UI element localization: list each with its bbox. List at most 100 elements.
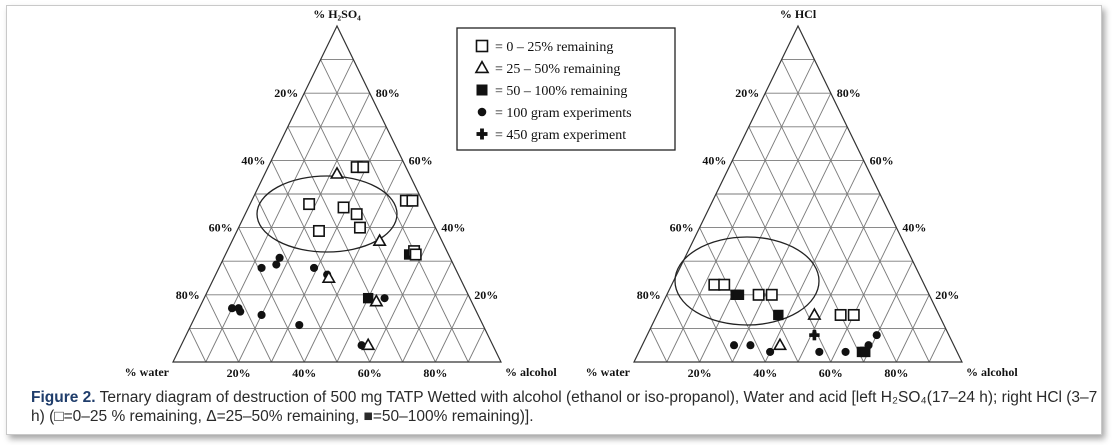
grid-line — [221, 261, 272, 363]
right-tick-label: 40% — [441, 221, 465, 235]
right-tick-label: 60% — [409, 153, 433, 167]
grid-line — [402, 261, 453, 363]
data-point-square-filled — [362, 292, 374, 304]
legend-label: = 50 – 100% remaining — [495, 84, 627, 99]
data-point-square-open — [834, 308, 847, 321]
grid-line — [188, 328, 207, 363]
grid-line — [666, 294, 701, 363]
left-tick-label: 20% — [735, 86, 759, 100]
data-point-square-open — [312, 224, 325, 237]
figure-frame: % H₂SO₄ % water % alcohol 20% 80% 20% 40% 60% 40… — [6, 5, 1102, 435]
bottom-tick-label: 20% — [227, 366, 251, 380]
grid-line — [748, 126, 865, 363]
data-point-x-bold — [309, 263, 319, 272]
grid-line — [205, 59, 354, 363]
grid-line — [781, 59, 930, 363]
grid-line — [320, 59, 469, 363]
data-point-x-bold — [766, 347, 775, 356]
bottom-tick-label: 60% — [819, 366, 843, 380]
grid-line — [434, 294, 469, 363]
data-point-triangle-open — [329, 166, 345, 179]
grid-line — [336, 193, 420, 363]
grid-line — [369, 227, 436, 363]
grid-line — [666, 59, 815, 363]
data-point-x-bold — [864, 341, 873, 350]
data-point-plus-bold — [809, 329, 820, 341]
data-point-square-open — [406, 194, 419, 207]
right-tick-label: 60% — [870, 153, 894, 167]
right-tick-label: 20% — [474, 288, 498, 302]
highlight-ellipse — [256, 175, 398, 253]
data-point-x-bold — [357, 341, 366, 350]
right-tick-label: 80% — [837, 86, 861, 100]
legend-symbol-triangle-open — [474, 60, 490, 74]
data-point-x-bold — [236, 307, 245, 316]
water-axis-label: % water — [586, 365, 631, 379]
legend-symbol-x-bold — [477, 107, 487, 117]
ternary-figure: % H₂SO₄ % water % alcohol 20% 80% 20% 40% 60% 40… — [125, 7, 1019, 380]
left-tick-label: 80% — [637, 288, 661, 302]
legend: = 0 – 25% remaining = 25 – 50% remaining =… — [456, 27, 676, 151]
left-tick-label: 60% — [209, 221, 233, 235]
data-point-triangle-open — [807, 307, 822, 320]
data-point-square-open — [708, 278, 721, 291]
left-tick-label: 80% — [176, 288, 200, 302]
caption-lead: Figure 2. — [31, 389, 96, 406]
legend-box — [456, 27, 676, 151]
bottom-tick-label: 20% — [688, 366, 712, 380]
data-point-square-open — [847, 308, 860, 321]
legend-label: = 25 – 50% remaining — [495, 62, 620, 77]
data-point-square-open — [350, 208, 363, 221]
grid-line — [649, 328, 668, 363]
left-tick-label: 60% — [670, 221, 694, 235]
data-point-triangle-open — [772, 337, 788, 351]
figure-caption: Figure 2. Ternary diagram of destruction… — [31, 388, 1101, 426]
data-point-x-bold — [275, 253, 284, 262]
data-point-x-bold — [746, 341, 755, 350]
data-point-square-open — [353, 221, 366, 234]
data-point-square-open — [337, 201, 350, 214]
alcohol-axis-label: % alcohol — [505, 365, 557, 379]
triangle-outline — [172, 24, 502, 363]
right-tick-label: 40% — [902, 221, 926, 235]
grid-line — [287, 126, 404, 363]
grid-line — [895, 294, 930, 363]
data-point-square-open — [718, 278, 731, 291]
apex-axis-label: % H₂SO₄ — [313, 7, 361, 21]
data-point-square-open — [752, 288, 765, 301]
data-point-x-bold — [295, 320, 304, 330]
data-point-triangle-open — [369, 293, 384, 307]
grid-line — [205, 294, 240, 363]
grid-line — [467, 328, 486, 363]
alcohol-axis-label: % alcohol — [966, 365, 1018, 379]
legend-label: = 100 gram experiments — [495, 106, 632, 121]
data-point-square-open — [303, 198, 316, 211]
left-tick-label: 40% — [702, 153, 726, 167]
bottom-tick-label: 80% — [884, 366, 908, 380]
data-point-square-filled — [733, 289, 745, 300]
water-axis-label: % water — [125, 365, 170, 379]
data-point-square-filled — [773, 309, 784, 321]
data-point-x-bold — [380, 294, 389, 303]
bottom-tick-label: 40% — [753, 366, 777, 380]
grid-line — [928, 328, 947, 363]
data-point-x-bold — [257, 263, 266, 272]
bottom-tick-label: 40% — [292, 366, 316, 380]
right-tick-label: 20% — [935, 288, 959, 302]
legend-label: = 450 gram experiment — [495, 128, 626, 143]
data-point-x-bold — [729, 341, 739, 350]
grid-line — [254, 193, 338, 363]
data-point-triangle-open — [372, 233, 387, 246]
data-point-x-bold — [815, 347, 824, 356]
data-point-square-open — [409, 248, 422, 261]
bottom-tick-label: 60% — [358, 366, 382, 380]
grid-line — [238, 227, 305, 363]
triangle-outline — [633, 24, 963, 363]
caption-text: Ternary diagram of destruction of 500 mg… — [31, 389, 1098, 425]
data-point-square-open — [357, 161, 370, 174]
apex-axis-label: % HCl — [780, 7, 817, 21]
grid-line — [682, 261, 733, 363]
grid-line — [830, 227, 897, 363]
data-point-x-bold — [257, 310, 266, 320]
left-tick-label: 40% — [241, 153, 265, 167]
